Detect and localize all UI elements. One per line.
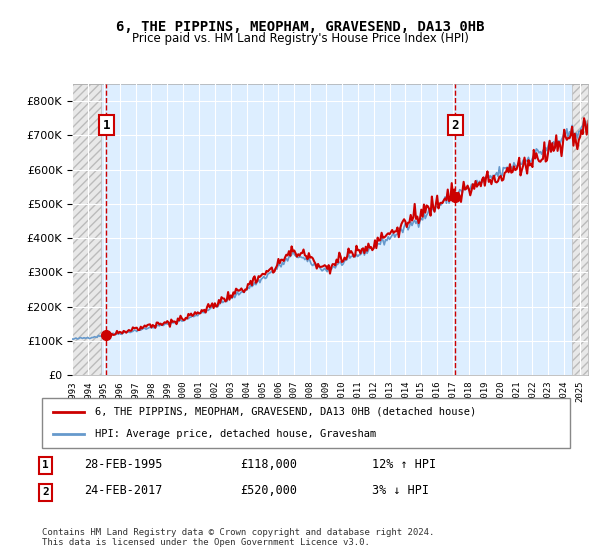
- Bar: [572, 84, 588, 375]
- Text: 1: 1: [42, 460, 49, 470]
- FancyBboxPatch shape: [42, 398, 570, 448]
- Text: 28-FEB-1995: 28-FEB-1995: [84, 458, 163, 470]
- Text: 6, THE PIPPINS, MEOPHAM, GRAVESEND, DA13 0HB (detached house): 6, THE PIPPINS, MEOPHAM, GRAVESEND, DA13…: [95, 407, 476, 417]
- Text: £520,000: £520,000: [240, 484, 297, 497]
- Text: Contains HM Land Registry data © Crown copyright and database right 2024.
This d: Contains HM Land Registry data © Crown c…: [42, 528, 434, 547]
- Text: £118,000: £118,000: [240, 458, 297, 470]
- Text: 3% ↓ HPI: 3% ↓ HPI: [372, 484, 429, 497]
- Text: 12% ↑ HPI: 12% ↑ HPI: [372, 458, 436, 470]
- Text: 2: 2: [452, 119, 459, 132]
- Text: HPI: Average price, detached house, Gravesham: HPI: Average price, detached house, Grav…: [95, 429, 376, 439]
- Text: 2: 2: [42, 487, 49, 497]
- Text: 24-FEB-2017: 24-FEB-2017: [84, 484, 163, 497]
- Text: 6, THE PIPPINS, MEOPHAM, GRAVESEND, DA13 0HB: 6, THE PIPPINS, MEOPHAM, GRAVESEND, DA13…: [116, 20, 484, 34]
- Text: Price paid vs. HM Land Registry's House Price Index (HPI): Price paid vs. HM Land Registry's House …: [131, 32, 469, 45]
- Bar: [72, 84, 101, 375]
- Text: 1: 1: [103, 119, 110, 132]
